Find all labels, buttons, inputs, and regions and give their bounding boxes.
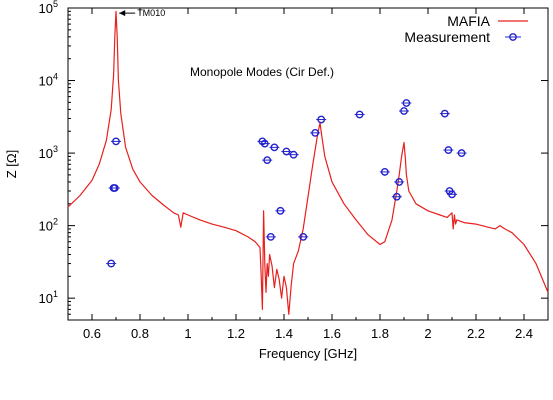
- measurement-point: [281, 147, 292, 156]
- measurement-point: [456, 149, 467, 157]
- peak-label: TM010: [137, 8, 165, 18]
- x-tick-label: 2.4: [515, 326, 533, 341]
- x-tick-label: 1.4: [275, 326, 293, 341]
- measurement-point: [399, 107, 409, 115]
- x-tick-label: 0.8: [131, 326, 149, 341]
- peak-annotation: TM010: [119, 8, 165, 18]
- series-line-mafia: [67, 10, 549, 315]
- measurement-point: [447, 190, 457, 199]
- measurement-point: [259, 139, 270, 148]
- measurement-point: [310, 128, 321, 137]
- x-axis: 0.6 0.8 1 1.2 1.4 1.6 1.8 2 2.2 2.4: [67, 8, 549, 341]
- y-axis: 101 102 103 104 105: [39, 0, 548, 321]
- x-tick-label: 1.2: [227, 326, 245, 341]
- legend-label-mafia: MAFIA: [447, 13, 490, 29]
- peak-arrow-head: [119, 10, 126, 17]
- y-tick-label: 104: [39, 72, 58, 89]
- x-tick-label: 1.6: [323, 326, 341, 341]
- legend-marker-measurement: [509, 33, 517, 41]
- y-tick-label: 105: [39, 0, 58, 16]
- measurement-point: [439, 109, 450, 118]
- series-layer: [67, 10, 549, 315]
- y-tick-label: 101: [39, 289, 58, 306]
- measurement-point: [269, 143, 280, 152]
- measurement-point: [401, 99, 412, 107]
- x-tick-label: 1: [184, 326, 191, 341]
- legend-label-measurement: Measurement: [404, 29, 490, 45]
- measurement-point: [379, 168, 390, 176]
- measurement-point: [298, 232, 309, 241]
- measurement-point: [262, 156, 273, 165]
- x-axis-title: Frequency [GHz]: [259, 346, 357, 361]
- x-tick-label: 1.8: [371, 326, 389, 341]
- chart-annotation: Monopole Modes (Cir Def.): [190, 65, 334, 79]
- measurement-point: [394, 178, 405, 186]
- measurement-point: [354, 110, 365, 119]
- measurement-point: [288, 150, 299, 159]
- x-tick-label: 0.6: [83, 326, 101, 341]
- measurement-point: [109, 184, 120, 192]
- measurement-point: [316, 115, 327, 124]
- y-tick-label: 103: [39, 144, 58, 161]
- measurement-point: [106, 259, 117, 268]
- plot-frame: [67, 7, 549, 321]
- x-tick-label: 2.2: [467, 326, 485, 341]
- measurement-point: [391, 192, 402, 201]
- x-tick-label: 2: [424, 326, 431, 341]
- y-axis-title: Z [Ω]: [4, 150, 19, 179]
- measurement-point: [111, 137, 121, 146]
- measurement-point: [443, 146, 454, 154]
- y-tick-label: 102: [39, 217, 58, 234]
- measurement-point: [275, 206, 286, 215]
- measurement-point: [265, 232, 276, 241]
